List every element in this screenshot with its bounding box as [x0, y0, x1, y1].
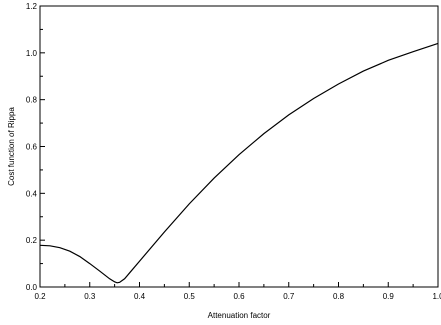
x-tick-label: 0.8 — [333, 292, 345, 301]
x-tick-label: 0.6 — [233, 292, 245, 301]
x-tick-label: 0.7 — [283, 292, 295, 301]
x-tick-label: 0.2 — [34, 292, 46, 301]
x-tick-label: 0.4 — [134, 292, 146, 301]
y-tick-label: 0.2 — [26, 236, 38, 245]
y-tick-label: 0.4 — [26, 189, 38, 198]
y-tick-label: 0.8 — [26, 96, 38, 105]
y-axis: 0.0 0.2 0.4 0.6 0.8 1.0 1.2 — [26, 2, 45, 292]
y-tick-label: 0.0 — [26, 283, 38, 292]
x-tick-label: 0.9 — [383, 292, 395, 301]
y-tick-label: 1.2 — [26, 2, 38, 11]
y-axis-label: Cost function of Rippa — [7, 107, 16, 186]
plot-frame — [39, 5, 439, 288]
x-axis-label: Attenuation factor — [208, 311, 271, 320]
x-axis: 0.2 0.3 0.4 0.5 0.6 0.7 0.8 0.9 1.0 — [34, 282, 441, 301]
cost-curve-line — [39, 42, 439, 284]
x-tick-label: 0.5 — [184, 292, 196, 301]
y-tick-label: 1.0 — [26, 49, 38, 58]
x-tick-label: 1.0 — [432, 292, 441, 301]
x-tick-label: 0.3 — [84, 292, 96, 301]
y-tick-label: 0.6 — [26, 143, 38, 152]
